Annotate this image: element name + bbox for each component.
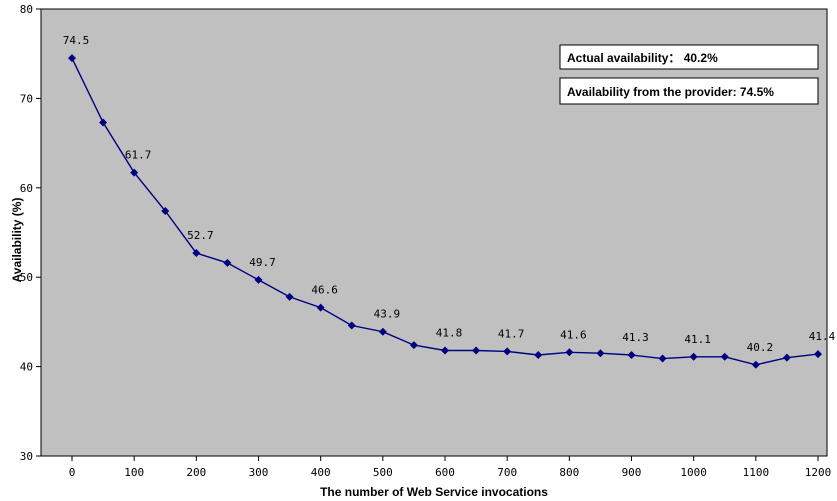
x-tick-label: 300 [249, 466, 269, 479]
data-point [658, 354, 667, 363]
x-tick-label: 900 [622, 466, 642, 479]
data-point [565, 348, 574, 357]
data-point [161, 207, 170, 216]
data-label: 40.2 [747, 341, 774, 354]
data-point [689, 352, 698, 361]
x-tick-label: 400 [311, 466, 331, 479]
data-point [192, 249, 201, 258]
annotation-actual-text: Actual availability： 40.2% [567, 51, 718, 65]
data-labels: 74.5 61.7 52.7 49.7 46.6 43.9 41.8 41.7 41.6 41.3… [63, 34, 836, 354]
data-point [720, 352, 729, 361]
data-point [596, 349, 605, 358]
y-axis: 30 40 50 60 70 80 [20, 3, 41, 463]
data-point [99, 118, 108, 127]
data-label: 49.7 [249, 256, 276, 269]
x-tick-label: 0 [69, 466, 76, 479]
plot-area [40, 8, 828, 457]
data-point [223, 258, 232, 267]
data-label: 61.7 [125, 149, 152, 162]
x-tick-label: 600 [435, 466, 455, 479]
x-tick-label: 800 [559, 466, 579, 479]
data-label: 46.6 [311, 284, 338, 297]
x-tick-label: 1000 [680, 466, 707, 479]
data-point [782, 353, 791, 362]
data-label: 41.7 [498, 327, 525, 340]
y-tick-label: 80 [20, 3, 33, 16]
data-label: 41.8 [436, 327, 463, 340]
data-point [534, 350, 543, 359]
y-tick-label: 50 [20, 271, 33, 284]
y-tick-label: 60 [20, 182, 33, 195]
x-tick-label: 1200 [805, 466, 832, 479]
series-availability [68, 54, 822, 369]
annotation-provider-text: Availability from the provider: 74.5% [567, 85, 774, 99]
data-point [441, 346, 449, 355]
data-point [627, 350, 636, 359]
data-point [409, 341, 418, 350]
x-axis: 0 100 200 300 400 500 600 700 800 900 1000 1100 1200 [69, 456, 832, 479]
data-point [751, 360, 760, 369]
data-point [814, 350, 822, 359]
data-label: 52.7 [187, 229, 214, 242]
data-label: 41.4 [809, 330, 836, 343]
y-tick-label: 30 [20, 450, 33, 463]
data-point [130, 168, 139, 177]
annotation-box-actual [559, 44, 819, 70]
data-point [254, 275, 263, 284]
annotation-provider-availability: Availability from the provider: 74.5% [559, 77, 819, 105]
data-label: 41.1 [684, 333, 711, 346]
data-label: 74.5 [63, 34, 90, 47]
data-point [68, 54, 76, 63]
x-tick-label: 200 [186, 466, 206, 479]
x-axis-title: The number of Web Service invocations [320, 485, 548, 499]
data-label: 41.3 [622, 331, 649, 344]
data-label: 43.9 [374, 308, 401, 321]
data-point [378, 327, 387, 336]
y-tick-label: 70 [20, 92, 33, 105]
x-tick-label: 100 [124, 466, 144, 479]
y-tick-label: 40 [20, 361, 33, 374]
data-point [347, 321, 356, 330]
data-point [285, 292, 294, 301]
x-tick-label: 1100 [743, 466, 770, 479]
x-tick-label: 700 [497, 466, 517, 479]
data-point [503, 347, 512, 356]
annotation-box-provider [559, 77, 819, 105]
data-label: 41.6 [560, 328, 587, 341]
x-tick-label: 500 [373, 466, 393, 479]
data-point [472, 346, 481, 355]
y-axis-title: Availability (%) [10, 198, 24, 283]
annotation-actual-availability: Actual availability： 40.2% [559, 44, 819, 70]
data-point [316, 303, 325, 312]
